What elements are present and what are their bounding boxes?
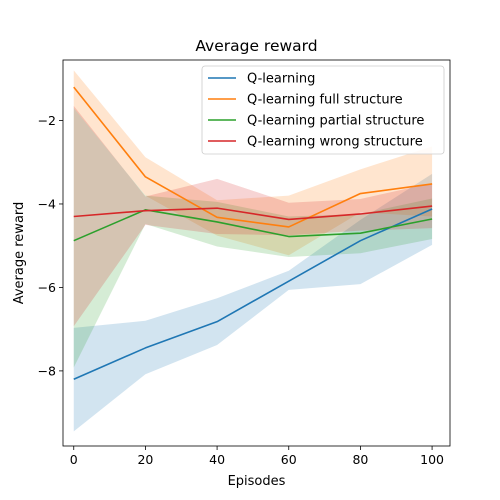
band-series-0 (73, 173, 433, 432)
line-series-0 (73, 208, 433, 380)
legend: Q-learning Q-learning full structure Q-lea… (201, 65, 445, 155)
plot-frame (62, 59, 451, 447)
line-series-3 (73, 205, 433, 221)
x-tick-label-1: 20 (137, 452, 153, 467)
x-tick-label-4: 80 (352, 452, 368, 467)
y-tick-label-1: −6 (38, 280, 56, 295)
band-series-3 (73, 105, 433, 327)
legend-label-0: Q-learning (247, 72, 315, 87)
x-tick-label-3: 60 (281, 452, 297, 467)
x-axis-label: Episodes (228, 474, 286, 489)
y-tick-label-2: −4 (38, 196, 56, 211)
confidence-bands (73, 70, 433, 432)
x-axis-ticks: 0 20 40 60 80 100 (70, 446, 444, 467)
y-axis-label: Average reward (12, 202, 27, 305)
y-tick-label-0: −8 (38, 363, 56, 378)
band-series-2 (73, 107, 433, 368)
series-lines (73, 86, 433, 380)
legend-label-2: Q-learning partial structure (247, 114, 424, 129)
x-tick-label-5: 100 (420, 452, 444, 467)
line-series-1 (73, 86, 433, 228)
chart-title: Average reward (195, 37, 317, 55)
line-series-2 (73, 209, 433, 242)
band-series-1 (73, 70, 433, 256)
y-tick-label-3: −2 (38, 113, 56, 128)
legend-frame (201, 65, 445, 155)
legend-label-1: Q-learning full structure (247, 93, 403, 108)
y-axis-ticks: −8 −6 −4 −2 (38, 113, 63, 378)
x-tick-label-2: 40 (209, 452, 225, 467)
x-tick-label-0: 0 (70, 452, 78, 467)
legend-label-3: Q-learning wrong structure (247, 135, 423, 150)
